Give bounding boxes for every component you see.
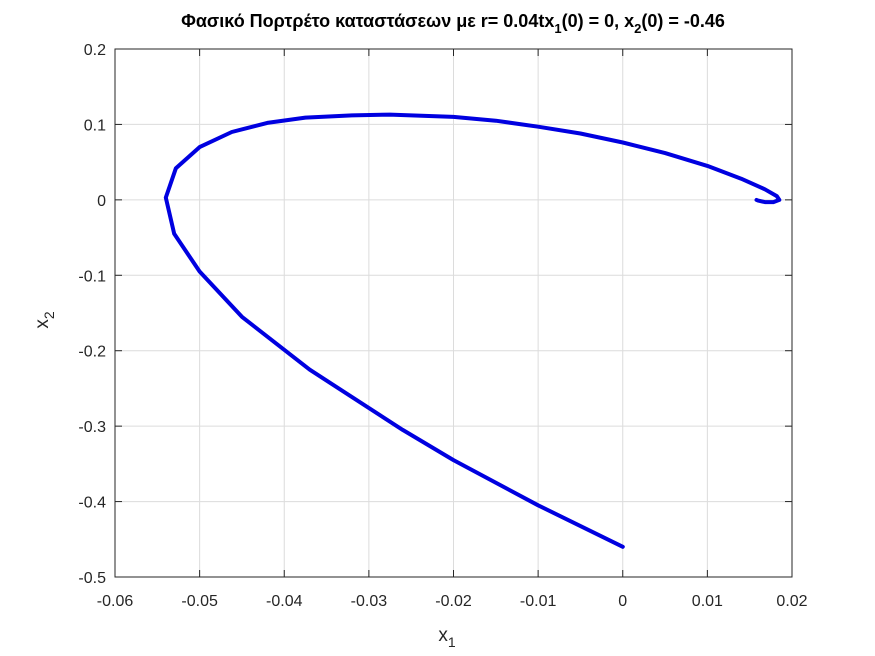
x-tick-label: 0.01 [692,593,723,610]
tick-marks [114,48,793,578]
x-tick-label: 0 [618,593,627,610]
y-tick-label: 0.2 [84,42,106,59]
x-tick-label: -0.02 [435,593,472,610]
trajectory-line [163,112,782,549]
chart-title: Φασικό Πορτρέτο καταστάσεων με r= 0.04tx… [181,11,725,36]
y-tick-label: -0.5 [78,570,106,587]
y-axis-label: x2 [32,311,57,329]
x-tick-labels: -0.06 -0.05 -0.04 -0.03 -0.02 -0.01 0 0.01 0.02 [97,593,808,610]
y-tick-label: 0.1 [84,117,106,134]
x-tick-label: -0.01 [520,593,557,610]
y-tick-label: -0.4 [78,495,106,512]
x-tick-label: 0.02 [776,593,807,610]
x-tick-label: -0.05 [181,593,218,610]
y-tick-label: -0.2 [78,344,106,361]
x-tick-label: -0.06 [97,593,134,610]
x-axis-label: x1 [438,625,456,650]
y-tick-label: -0.3 [78,419,106,436]
y-tick-labels: -0.5 -0.4 -0.3 -0.2 -0.1 0 0.1 0.2 [78,42,106,587]
x-tick-label: -0.03 [351,593,388,610]
y-tick-label: -0.1 [78,268,106,285]
y-tick-label: 0 [97,193,106,210]
x-tick-label: -0.04 [266,593,303,610]
